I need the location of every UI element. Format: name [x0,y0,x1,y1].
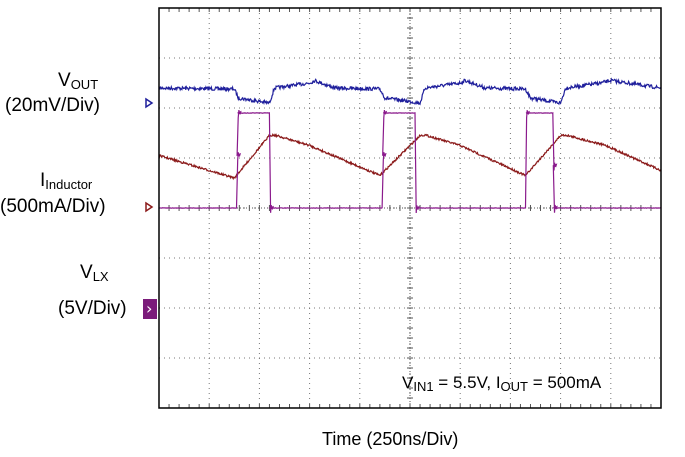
vout-scale: (20mV/Div) [5,95,101,116]
iout-sub: OUT [500,379,528,394]
iout-value: = 500mA [528,373,602,392]
iinductor-label: IInductor [40,170,92,196]
vout-trace [158,77,662,106]
vout-label: VOUT [58,70,98,96]
x-axis-label: Time (250ns/Div) [322,429,459,449]
vout-marker [145,97,154,109]
traces [158,77,662,214]
vlx-marker-arrow: › [146,299,153,318]
vin-symbol: V [402,373,414,392]
iinductor-label-main: I [40,170,46,191]
vout-label-sub: OUT [70,77,99,92]
vlx-trace [159,109,662,214]
vin-value: = 5.5V, [433,373,496,392]
iinductor-label-sub: Inductor [45,177,93,192]
vin-sub: IN1 [413,379,434,394]
iout-symbol: I [495,373,501,392]
iinductor-trace [158,133,662,181]
vout-label-main: V [58,70,71,91]
conditions-annotation: VIN1 = 5.5V, IOUT = 500mA [402,372,601,398]
vlx-label: VLX [80,262,109,288]
vlx-scale: (5V/Div) [58,298,127,319]
iinductor-scale: (500mA/Div) [0,196,106,217]
vlx-marker [143,299,157,319]
iinductor-marker [145,201,154,213]
vlx-label-sub: LX [92,269,109,284]
vlx-label-main: V [80,262,93,283]
plot-frame [158,7,662,409]
